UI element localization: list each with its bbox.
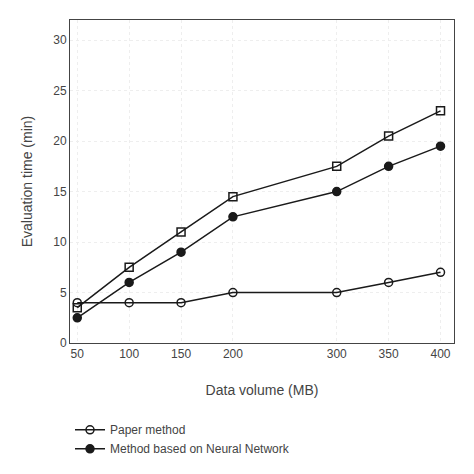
svg-text:Paper method: Paper method bbox=[110, 423, 185, 437]
svg-text:20: 20 bbox=[53, 134, 67, 148]
svg-text:0: 0 bbox=[60, 336, 67, 350]
svg-text:100: 100 bbox=[119, 347, 139, 361]
svg-text:15: 15 bbox=[53, 185, 67, 199]
svg-text:Data volume (MB): Data volume (MB) bbox=[206, 382, 319, 398]
svg-text:150: 150 bbox=[171, 347, 191, 361]
svg-text:30: 30 bbox=[53, 33, 67, 47]
svg-text:25: 25 bbox=[53, 84, 67, 98]
svg-text:5: 5 bbox=[60, 286, 67, 300]
svg-text:Method based on Neural Network: Method based on Neural Network bbox=[110, 442, 290, 456]
svg-text:300: 300 bbox=[327, 347, 347, 361]
svg-text:200: 200 bbox=[223, 347, 243, 361]
svg-text:Evaluation time (min): Evaluation time (min) bbox=[19, 116, 35, 248]
svg-text:350: 350 bbox=[379, 347, 399, 361]
svg-text:10: 10 bbox=[53, 235, 67, 249]
svg-text:50: 50 bbox=[71, 347, 85, 361]
svg-text:400: 400 bbox=[430, 347, 450, 361]
